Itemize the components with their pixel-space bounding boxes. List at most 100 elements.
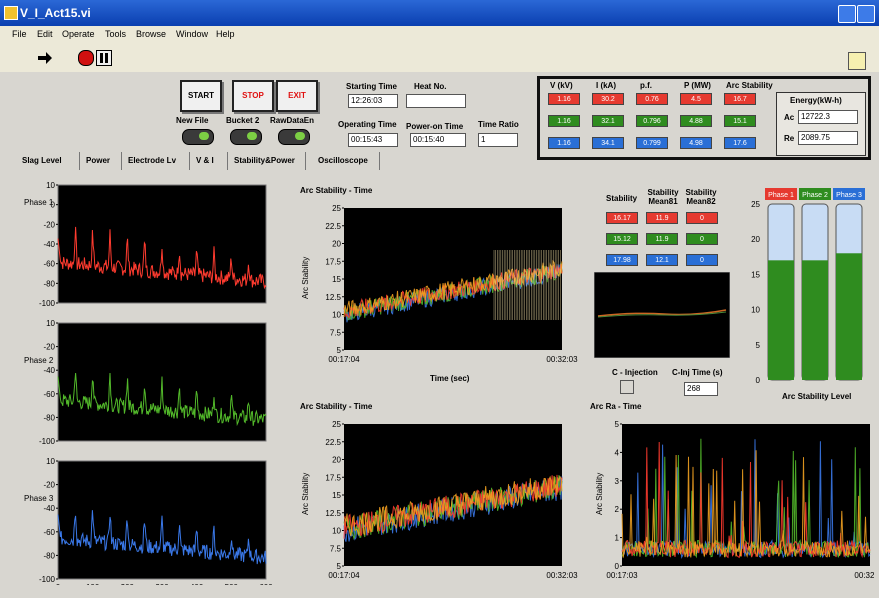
menu-operate[interactable]: Operate	[62, 29, 95, 39]
y-tick-label: 5	[615, 420, 620, 429]
arc-stability-chart-2: 25 22.5 20 17.5 15 12.5 10 7.5 5 Arc Stability 00:…	[301, 420, 578, 580]
y-tick-label: -20	[43, 220, 55, 229]
meter-header-pf: p.f.	[640, 81, 652, 90]
stability-mean2-header: Stability Mean82	[685, 188, 717, 206]
menu-tools[interactable]: Tools	[105, 29, 127, 39]
x-tick-label: 00:32:02	[854, 571, 874, 580]
arc-stability-level-title: Arc Stability Level	[782, 392, 852, 401]
meter-value: 1.16	[548, 115, 580, 127]
y-tick-label: 12.5	[325, 293, 341, 302]
energy-title: Energy(kW-h)	[790, 96, 842, 105]
raw-data-toggle[interactable]	[278, 129, 310, 145]
abort-icon[interactable]	[78, 50, 94, 66]
series-line	[343, 259, 563, 318]
x-tick-label: 00:17:03	[606, 571, 638, 580]
stability-value: 16.17	[606, 212, 638, 224]
menu-window[interactable]: Window	[176, 29, 209, 39]
help-icon[interactable]	[848, 52, 866, 70]
x-tick-label: 500	[225, 583, 239, 585]
toolbar	[0, 44, 879, 73]
meter-value: 15.1	[724, 115, 756, 127]
arc-stability-chart-1: 25 22.5 20 17.5 15 12.5 10 7.5 5 Arc Stability 00:…	[301, 204, 578, 364]
energy-re-label: Re	[784, 134, 795, 143]
series-line	[343, 263, 563, 321]
starting-time-value: 12:26:03	[348, 94, 398, 108]
x-tick-label: 00:32:03	[546, 355, 578, 364]
power-on-time-label: Power-on Time	[406, 122, 464, 131]
c-inj-time-label: C-Inj Time (s)	[672, 368, 723, 377]
series-line	[343, 264, 563, 319]
tab-v-and-i[interactable]: V & I	[196, 152, 228, 170]
stability-value: 11.9	[646, 212, 678, 224]
phase-label: Phase 2	[24, 356, 54, 365]
legend-swatch	[833, 188, 865, 200]
y-tick-label: 20	[332, 240, 341, 249]
pause-icon[interactable]	[96, 50, 112, 66]
y-tick-label: -80	[43, 279, 55, 288]
arc-ra-chart: 5 4 3 2 1 0 Arc Stability 00:17:03 00:32:02	[595, 420, 874, 580]
new-file-toggle[interactable]	[182, 129, 214, 145]
tab-electrode-lv[interactable]: Electrode Lv	[128, 152, 190, 170]
raw-data-label: RawDataEn	[270, 116, 315, 125]
y-tick-label: 0	[615, 562, 620, 571]
menu-edit[interactable]: Edit	[37, 29, 53, 39]
spectrum-line	[57, 372, 267, 427]
bucket-label: Bucket 2	[226, 116, 260, 125]
energy-ac-label: Ac	[784, 113, 795, 122]
power-on-time-value: 00:15:40	[410, 133, 466, 147]
series-line	[343, 475, 563, 537]
tab-slag-level[interactable]: Slag Level	[22, 152, 80, 170]
y-tick-label: 7.5	[330, 544, 342, 553]
spectrum-line	[57, 510, 267, 565]
y-tick-label: 0	[51, 201, 56, 210]
exit-button[interactable]: EXIT	[276, 80, 318, 112]
y-tick-label: -20	[43, 481, 55, 490]
arc-stability-level-chart: 25 20 15 10 5 0 Phase 1 Phase 2 Phase 3	[751, 188, 865, 385]
menu-help[interactable]: Help	[216, 29, 235, 39]
plot-area	[57, 184, 267, 304]
y-tick-label: 2	[615, 505, 620, 514]
y-tick-label: -60	[43, 528, 55, 537]
y-tick-label: 25	[332, 204, 341, 213]
plot-area	[344, 208, 562, 350]
y-tick-label: 10	[332, 527, 341, 536]
stop-button[interactable]: STOP	[232, 80, 274, 112]
legend-swatch	[799, 188, 831, 200]
energy-box	[776, 92, 866, 156]
tab-oscilloscope[interactable]: Oscilloscope	[318, 152, 380, 170]
operating-time-label: Operating Time	[338, 120, 397, 129]
y-tick-label: 22.5	[325, 438, 341, 447]
x-tick-label: 00:32:03	[546, 571, 578, 580]
time-ratio-value: 1	[478, 133, 518, 147]
minimize-button[interactable]	[838, 5, 856, 23]
y-tick-label: 4	[615, 448, 620, 457]
heat-no-field[interactable]	[406, 94, 466, 108]
menu-file[interactable]: File	[12, 29, 27, 39]
plot-area	[344, 424, 562, 566]
time-ratio-label: Time Ratio	[478, 120, 519, 129]
y-axis-label: Arc Stability	[301, 473, 310, 515]
energy-re-value: 2089.75	[798, 131, 858, 145]
stability-value: 0	[686, 233, 718, 245]
y-tick-label: 17.5	[325, 257, 341, 266]
bucket-toggle[interactable]	[230, 129, 262, 145]
start-button[interactable]: START	[180, 80, 222, 112]
legend-label: Phase 2	[802, 192, 828, 199]
chart-xlabel-time: Time (sec)	[430, 374, 470, 383]
y-tick-label: 15	[751, 270, 760, 279]
stability-value: 17.98	[606, 254, 638, 266]
phase-label: Phase 1	[24, 198, 54, 207]
y-tick-label: 5	[756, 341, 761, 350]
maximize-button[interactable]	[857, 5, 875, 23]
y-tick-label: 15	[332, 491, 341, 500]
x-tick-label: 00:17:04	[328, 571, 360, 580]
tab-stability-power[interactable]: Stability&Power	[234, 152, 306, 170]
menu-browse[interactable]: Browse	[136, 29, 167, 39]
tab-power[interactable]: Power	[86, 152, 122, 170]
y-tick-label: -100	[39, 437, 56, 446]
gauge-fill	[802, 260, 828, 380]
window-title: V_I_Act15.vi	[20, 6, 91, 20]
operating-time-value: 00:15:43	[348, 133, 398, 147]
run-arrow-icon[interactable]	[38, 52, 52, 64]
